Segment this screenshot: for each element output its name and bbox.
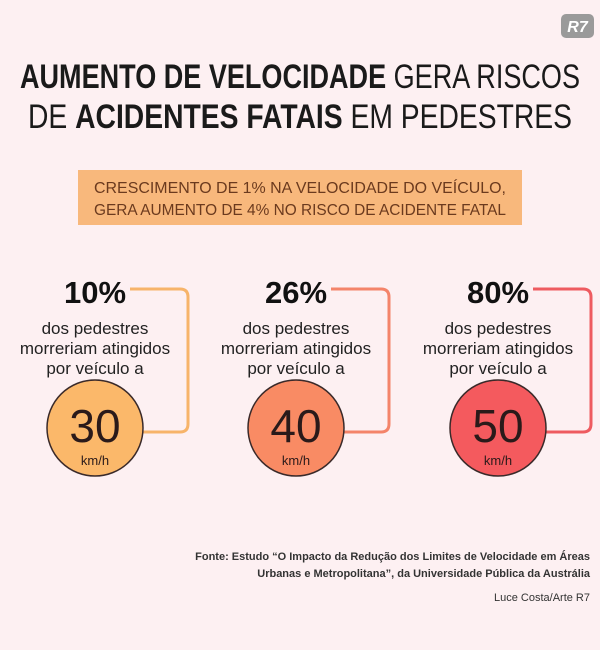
connector-line [130, 287, 190, 434]
title-bold: ACIDENTES FATAIS [75, 98, 343, 136]
item-text: morreriam atingidos [221, 339, 371, 358]
item-text: dos pedestres [42, 319, 149, 338]
speed-unit: km/h [282, 453, 310, 468]
speed-unit: km/h [484, 453, 512, 468]
speed-unit: km/h [81, 453, 109, 468]
title-light: GERA RISCOS [386, 58, 580, 96]
logo-box [561, 14, 594, 38]
source: Fonte: Estudo “O Impacto da Redução dos … [195, 550, 590, 563]
speed: 40 [270, 400, 321, 452]
item-text: por veículo a [449, 359, 547, 378]
title-line: AUMENTO DE VELOCIDADE GERA RISCOS [20, 58, 580, 96]
speed: 50 [472, 400, 523, 452]
speed-circle [247, 379, 345, 477]
speed-circle [449, 379, 547, 477]
percent-bg [262, 272, 328, 308]
speed-circle [46, 379, 144, 477]
title-light: DE [28, 98, 75, 136]
item-text: dos pedestres [243, 319, 350, 338]
source: Urbanas e Metropolitana”, da Universidad… [257, 568, 591, 580]
percent: 10% [64, 275, 126, 310]
percent: 26% [265, 275, 327, 310]
callout-text: CRESCIMENTO DE 1% NA VELOCIDADE DO VEÍCU… [94, 178, 506, 197]
item-text: por veículo a [247, 359, 345, 378]
item-text: dos pedestres [445, 319, 552, 338]
percent-bg [464, 272, 530, 308]
credit: Luce Costa/Arte R7 [494, 592, 590, 604]
title-light: EM PEDESTRES [343, 98, 572, 136]
item-text: morreriam atingidos [423, 339, 573, 358]
connector-line [533, 287, 593, 434]
callout-box [78, 170, 522, 225]
item-text: por veículo a [46, 359, 144, 378]
title-line: DE ACIDENTES FATAIS EM PEDESTRES [28, 98, 572, 136]
percent: 80% [467, 275, 529, 310]
connector-line [331, 287, 391, 434]
speed: 30 [69, 400, 120, 452]
item-text: morreriam atingidos [20, 339, 170, 358]
title-bold: AUMENTO DE VELOCIDADE [20, 58, 386, 96]
callout-text: GERA AUMENTO DE 4% NO RISCO DE ACIDENTE … [94, 202, 506, 219]
logo: R7 [567, 19, 589, 36]
percent-bg [61, 272, 127, 308]
